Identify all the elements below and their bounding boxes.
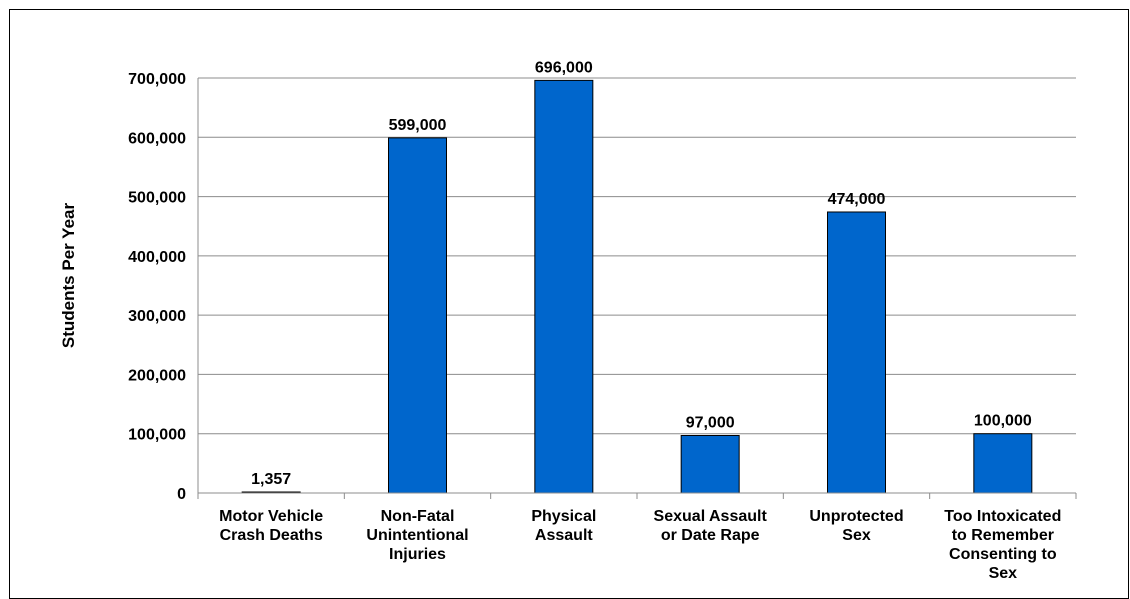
y-axis-label: Students Per Year [59, 203, 78, 349]
bar [534, 79, 594, 494]
x-tick-label: Non-Fatal Unintentional Injuries [366, 508, 468, 563]
data-label: 599,000 [389, 117, 447, 134]
x-tick-label: Sexual Assault or Date Rape [654, 508, 768, 544]
data-label: 97,000 [686, 414, 735, 431]
x-tick-label-line: Unprotected [809, 508, 903, 525]
y-tick-label: 600,000 [128, 130, 186, 147]
bar [973, 433, 1033, 494]
x-tick-label: Unprotected Sex [809, 508, 903, 544]
y-tick-label: 100,000 [128, 427, 186, 444]
data-label: 100,000 [974, 413, 1032, 430]
data-label: 696,000 [535, 59, 593, 76]
x-tick-label-line: Crash Deaths [220, 527, 323, 544]
x-tick-label-line: Assault [535, 527, 593, 544]
x-tick-label-line: Too Intoxicated [944, 508, 1061, 525]
bar [680, 434, 740, 494]
x-tick-label-line: Sexual Assault [654, 508, 768, 525]
x-tick-label-line: Unintentional [366, 527, 468, 544]
x-tick-label-line: Motor Vehicle [219, 508, 323, 525]
bar [388, 137, 447, 494]
x-tick-label-line: Injuries [389, 546, 446, 563]
x-tick-label-line: Sex [842, 527, 871, 544]
y-tick-label: 700,000 [128, 71, 186, 88]
y-tick-label: 300,000 [128, 308, 186, 325]
data-label: 1,357 [251, 471, 291, 488]
x-tick-label: Too Intoxicated to Remember Consenting to S… [944, 508, 1061, 582]
x-tick-label: Physical Assault [531, 508, 596, 544]
y-tick-label: 500,000 [128, 190, 186, 207]
data-label: 474,000 [828, 191, 886, 208]
x-tick-label-line: Non-Fatal [381, 508, 455, 525]
y-tick-label: 400,000 [128, 249, 186, 266]
y-tick-label: 0 [177, 486, 186, 503]
bar [827, 211, 886, 494]
x-tick-label: Motor Vehicle Crash Deaths [219, 508, 323, 544]
x-tick-label-line: or Date Rape [661, 527, 760, 544]
x-tick-label-line: Physical [531, 508, 596, 525]
x-tick-label-line: to Remember [952, 527, 1054, 544]
y-tick-label: 200,000 [128, 367, 186, 384]
x-tick-label-line: Sex [989, 565, 1018, 582]
x-tick-label-line: Consenting to [949, 546, 1057, 563]
